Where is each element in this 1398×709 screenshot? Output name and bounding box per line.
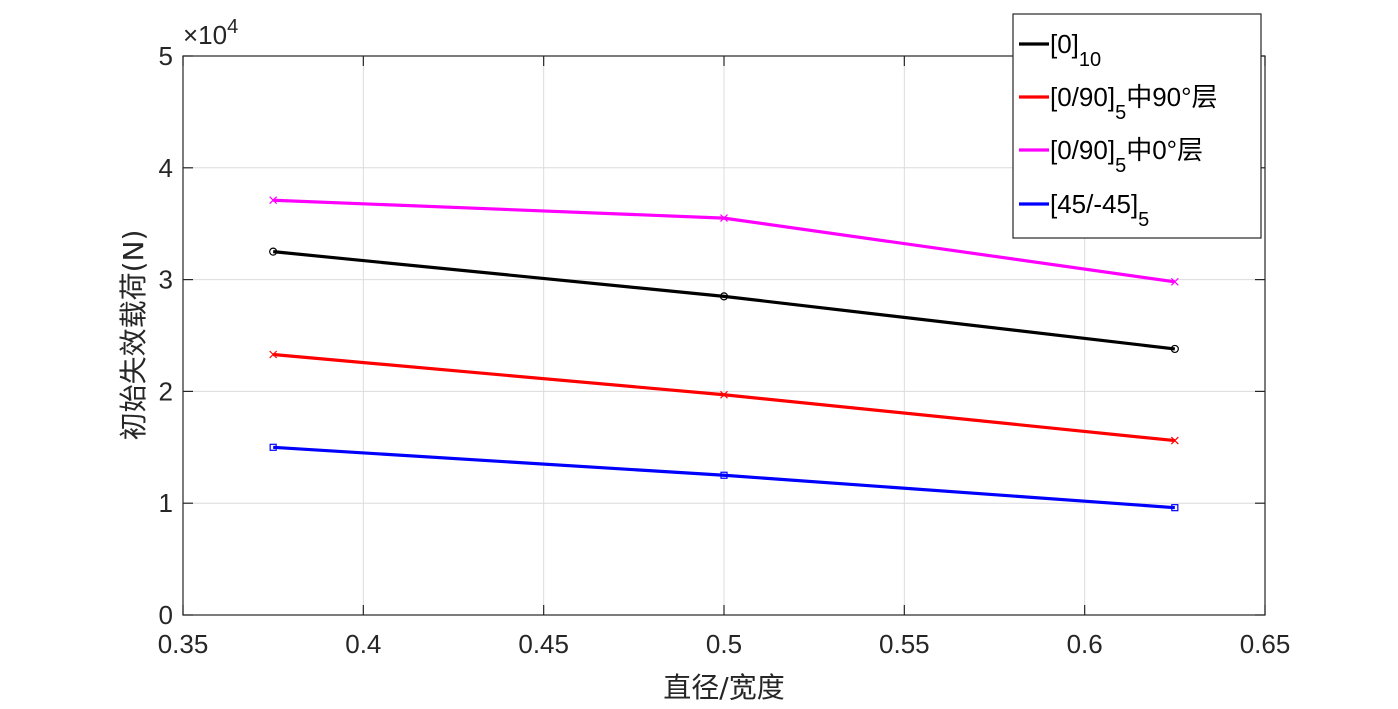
legend-item: [0/90]5中90°层: [1019, 82, 1218, 124]
series-3: [269, 443, 1179, 512]
x-axis-label: 直径/宽度: [663, 671, 784, 704]
data-point: [269, 196, 278, 205]
data-point: [720, 390, 728, 399]
series-line: [273, 250, 1176, 351]
legend-label: [0/90]5中90°层: [1050, 82, 1218, 124]
legend-label: [45/-45]5: [1050, 189, 1149, 231]
y-tick-label: 4: [159, 153, 173, 183]
legend-label-main: [0/90]: [1050, 135, 1115, 165]
x-tick-label: 0.4: [345, 629, 381, 659]
y-tick-label: 3: [159, 265, 173, 295]
data-point: [269, 247, 278, 256]
legend-label-subscript: 5: [1115, 102, 1126, 124]
x-tick-label: 0.45: [518, 629, 569, 659]
legend-label: [0/90]5中0°层: [1050, 135, 1203, 177]
series-line: [273, 445, 1175, 510]
x-tick-label: 0.5: [706, 629, 742, 659]
data-point: [1170, 344, 1179, 354]
data-point: [1170, 277, 1179, 286]
x-tick-label: 0.6: [1067, 629, 1103, 659]
x-axis: 0.35 0.4 0.45 0.5 0.55 0.6 0.65: [158, 56, 1291, 659]
data-point: [1171, 504, 1179, 512]
y-exponent-power: 4: [227, 16, 238, 38]
series-1: [269, 350, 1179, 445]
legend-label-subscript: 5: [1138, 209, 1149, 231]
legend-item: [0]10: [1019, 29, 1101, 71]
legend-label-subscript: 10: [1079, 49, 1101, 71]
data-point: [719, 292, 729, 301]
y-exponent-prefix: ×10: [183, 20, 227, 50]
legend-label-subscript: 5: [1115, 155, 1126, 177]
y-tick-label: 5: [159, 41, 173, 71]
legend-label-suffix: 中90°层: [1126, 82, 1217, 112]
y-tick-label: 1: [159, 488, 173, 518]
legend-item: [0/90]5中0°层: [1019, 135, 1203, 177]
y-axis: 0 1 2 3 4 5: [159, 41, 1265, 630]
data-point: [269, 350, 278, 359]
legend-label-main: [0]: [1050, 29, 1079, 59]
series-layer: [269, 196, 1179, 512]
legend: [0]10[0/90]5中90°层[0/90]5中0°层[45/-45]5: [1012, 13, 1262, 239]
series-2: [269, 196, 1179, 286]
legend-label-suffix: 中0°层: [1126, 135, 1203, 165]
data-point: [720, 471, 728, 479]
legend-label: [0]10: [1050, 29, 1101, 71]
data-point: [269, 443, 277, 451]
data-point: [720, 214, 728, 223]
data-point: [1170, 436, 1179, 445]
series-0: [269, 247, 1179, 354]
legend-box: [1012, 13, 1262, 239]
y-axis-exponent: ×104: [183, 16, 238, 50]
legend-item: [45/-45]5: [1019, 189, 1149, 231]
x-tick-label: 0.65: [1240, 629, 1291, 659]
y-tick-label: 2: [159, 376, 173, 406]
x-tick-label: 0.35: [158, 629, 209, 659]
y-axis-label: 初始失效载荷(N): [117, 230, 150, 441]
y-tick-label: 0: [159, 600, 173, 630]
x-tick-label: 0.55: [879, 629, 930, 659]
legend-label-main: [45/-45]: [1050, 189, 1138, 219]
legend-label-main: [0/90]: [1050, 82, 1115, 112]
